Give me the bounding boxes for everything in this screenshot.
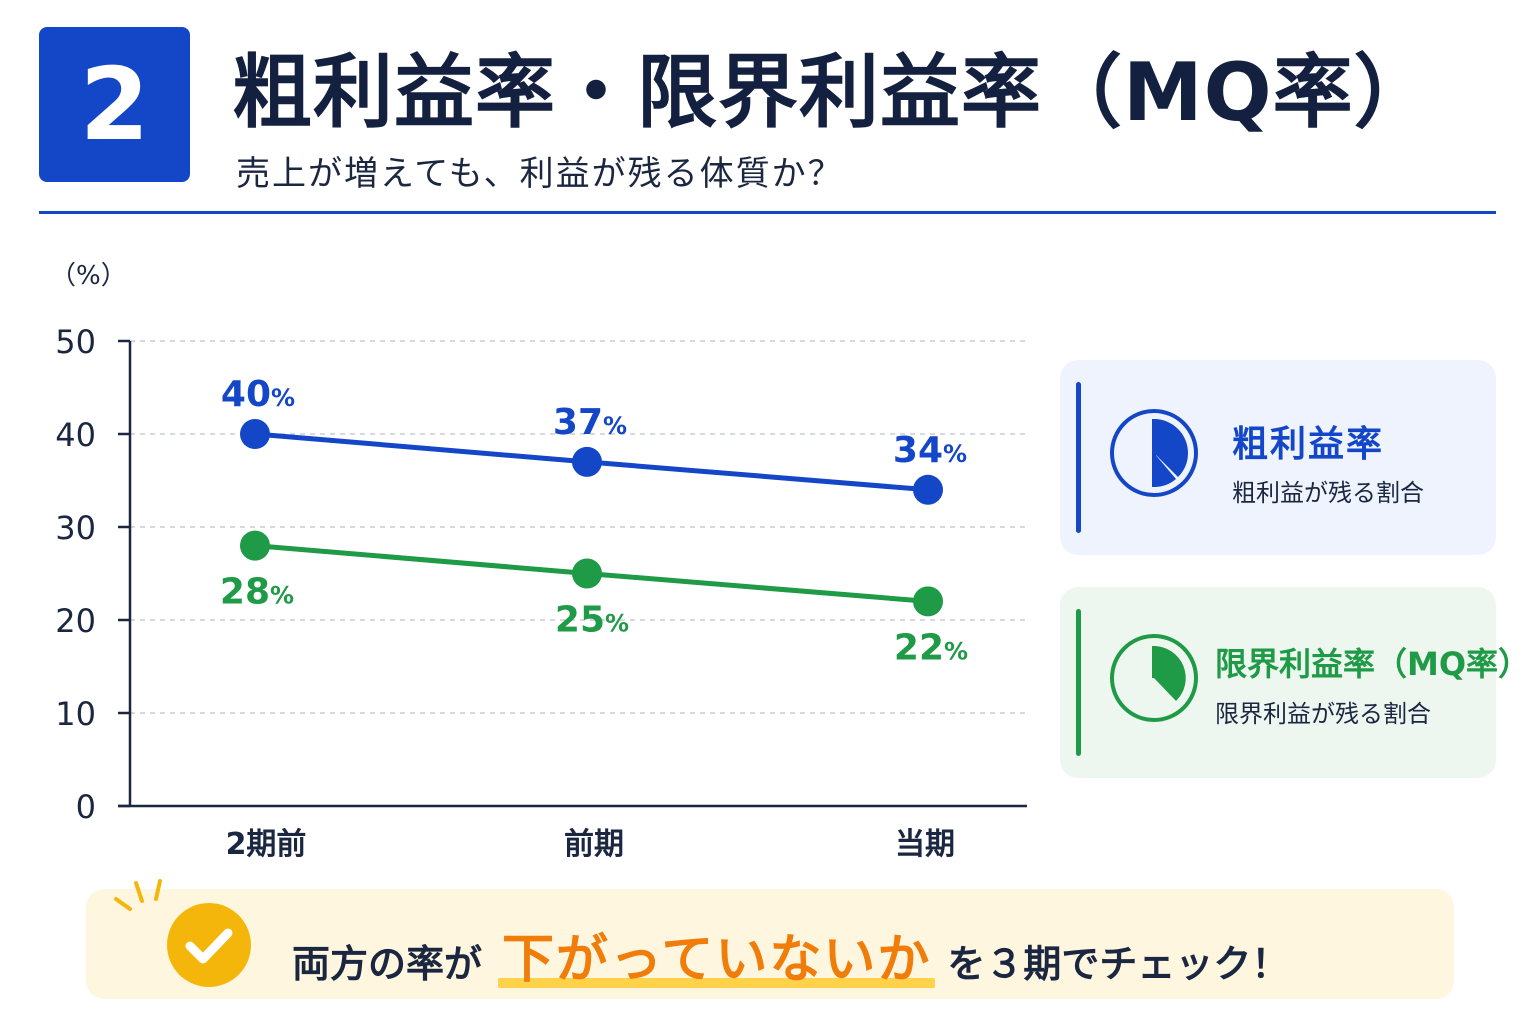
legend-accent-bar bbox=[1076, 609, 1081, 756]
y-axis-unit-label: （%） bbox=[50, 261, 127, 291]
x-tick-label: 当期 bbox=[895, 827, 955, 862]
y-tick-label: 10 bbox=[55, 695, 96, 733]
data-label: 34% bbox=[893, 430, 967, 471]
y-tick-label: 40 bbox=[55, 416, 96, 454]
callout-text: 両方の率が 下がっていないか を３期でチェック！ bbox=[292, 917, 1289, 992]
line-chart: （%） 0 10 20 30 40 50 2期前 前期 当期 40% 37% 34% 28% 25% 22% bbox=[50, 261, 1027, 862]
pie-chart-icon bbox=[1110, 634, 1198, 722]
data-point bbox=[240, 419, 270, 449]
sparkle-icon bbox=[114, 879, 162, 911]
legend-gross-title: 粗利益率 bbox=[1232, 424, 1385, 465]
callout-highlight: 下がっていないか bbox=[502, 930, 932, 990]
data-label: 25% bbox=[555, 600, 629, 641]
data-label: 40% bbox=[221, 374, 295, 415]
data-label: 22% bbox=[894, 627, 968, 668]
callout-suffix: を３期でチェック！ bbox=[947, 942, 1290, 986]
y-tick-label: 0 bbox=[76, 788, 96, 826]
legend-mq-margin: 限界利益率（MQ率） 限界利益が残る割合 bbox=[1060, 587, 1530, 778]
callout-highlight-wrap: 下がっていないか bbox=[482, 917, 947, 992]
y-tick-label: 30 bbox=[55, 509, 96, 547]
legend-accent-bar bbox=[1076, 382, 1081, 533]
callout-banner: 両方の率が 下がっていないか を３期でチェック！ bbox=[86, 879, 1454, 999]
callout-prefix: 両方の率が bbox=[292, 942, 483, 986]
header-divider bbox=[39, 211, 1496, 214]
legend-gross-margin: 粗利益率 粗利益が残る割合 bbox=[1060, 360, 1496, 555]
pie-chart-icon bbox=[1110, 409, 1198, 497]
check-circle-icon bbox=[167, 903, 251, 987]
page-title: 粗利益率・限界利益率（MQ率） bbox=[232, 46, 1435, 139]
x-tick-label: 2期前 bbox=[226, 827, 307, 862]
data-point bbox=[240, 530, 270, 561]
data-point bbox=[572, 558, 602, 589]
data-label: 37% bbox=[553, 402, 627, 443]
data-point bbox=[913, 474, 943, 505]
data-point bbox=[572, 446, 602, 477]
page-subtitle: 売上が増えても、利益が残る体質か？ bbox=[236, 154, 844, 194]
data-label: 28% bbox=[220, 572, 294, 613]
y-tick-label: 20 bbox=[55, 602, 96, 640]
legend-mq-title: 限界利益率（MQ率） bbox=[1215, 645, 1531, 683]
section-number: 2 bbox=[79, 46, 150, 163]
legend-mq-desc: 限界利益が残る割合 bbox=[1215, 700, 1431, 728]
legend-gross-desc: 粗利益が残る割合 bbox=[1232, 479, 1424, 507]
y-tick-label: 50 bbox=[55, 323, 96, 361]
data-point bbox=[913, 586, 943, 617]
x-tick-label: 前期 bbox=[564, 827, 624, 862]
section-number-badge: 2 bbox=[39, 27, 190, 182]
